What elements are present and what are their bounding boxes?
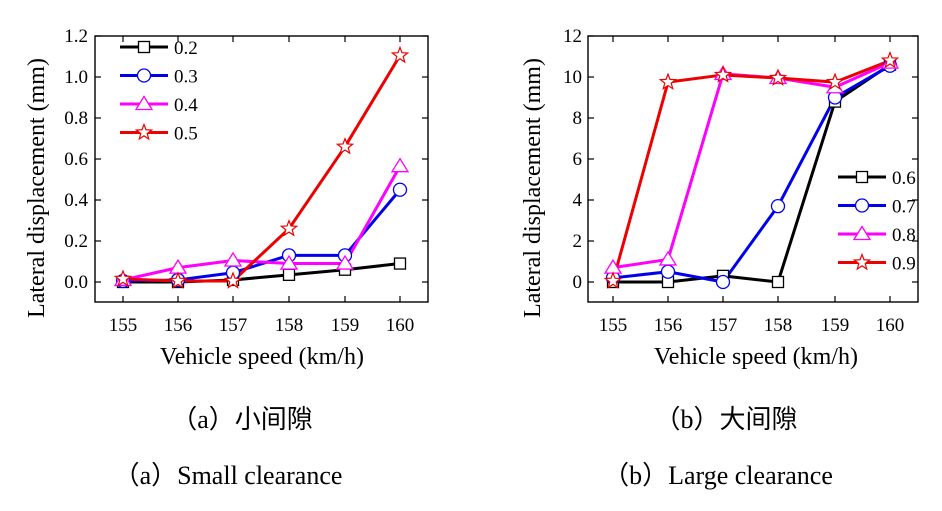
caption-a-cn: （a）小间隙 xyxy=(171,405,313,434)
y-tick-label: 12 xyxy=(563,26,582,47)
legend-marker xyxy=(852,225,872,241)
x-tick-label: 159 xyxy=(821,315,850,336)
x-tick-label: 156 xyxy=(654,315,683,336)
x-tick-label: 159 xyxy=(331,315,360,336)
legend-marker xyxy=(137,40,151,54)
data-point-0.5 xyxy=(279,219,299,237)
y-axis-label: Lateral displacement (mm) xyxy=(520,58,546,318)
y-tick-label: 4 xyxy=(573,190,583,211)
data-point-0.3 xyxy=(392,182,408,197)
y-tick-label: 2 xyxy=(573,231,583,252)
data-point-0.9 xyxy=(658,72,678,90)
x-tick-label: 155 xyxy=(599,315,628,336)
legend: 0.2 0.3 0.4 0.5 xyxy=(120,38,198,145)
data-point-0.5 xyxy=(113,269,133,287)
caption-a-en: （a）Small clearance xyxy=(114,461,343,490)
x-tick-label: 160 xyxy=(876,315,905,336)
y-tick-label: 0.2 xyxy=(64,231,88,252)
y-tick-label: 0.0 xyxy=(64,272,88,293)
data-point-0.7 xyxy=(770,198,786,214)
x-axis-label: Vehicle speed (km/h) xyxy=(654,344,858,370)
legend-label: 0.9 xyxy=(892,254,916,275)
x-tick-label: 156 xyxy=(164,315,193,336)
data-point-0.2 xyxy=(393,257,407,270)
data-point-0.9 xyxy=(880,50,900,69)
plot-frame xyxy=(587,35,919,303)
x-tick-label: 157 xyxy=(219,315,248,336)
data-point-0.5 xyxy=(168,271,188,289)
y-tick-label: 0.8 xyxy=(64,108,88,129)
x-tick-label: 155 xyxy=(109,315,138,336)
caption-b-cn: （b）大间隙 xyxy=(654,405,797,434)
legend-marker xyxy=(855,170,869,184)
data-point-0.9 xyxy=(713,65,733,83)
x-tick-label: 157 xyxy=(709,315,738,336)
y-tick-label: 6 xyxy=(573,149,583,170)
legend-marker xyxy=(136,68,152,83)
y-tick-label: 1.2 xyxy=(64,26,88,47)
y-axis-label: Lateral displacement (mm) xyxy=(24,58,50,318)
legend-label: 0.4 xyxy=(174,95,198,116)
legend-label: 0.3 xyxy=(174,67,198,88)
legend-label: 0.8 xyxy=(892,225,916,246)
y-tick-label: 1.0 xyxy=(64,67,88,88)
data-point-0.6 xyxy=(771,275,785,289)
legend-label: 0.5 xyxy=(174,124,198,145)
data-point-0.2 xyxy=(282,268,296,281)
data-point-0.5 xyxy=(390,45,410,64)
data-point-0.4 xyxy=(335,254,355,270)
data-point-0.8 xyxy=(658,250,678,266)
chart-panel-small-clearance: 0.0 0.2 0.4 0.6 0.8 1.0 1.2 155 156 157 158 159 160 V… xyxy=(24,26,429,370)
data-point-0.7 xyxy=(660,264,676,279)
data-point-0.9 xyxy=(768,68,788,86)
series-line-0.6 xyxy=(613,63,891,284)
y-tick-label: 0.6 xyxy=(64,149,88,170)
series-line-0.5 xyxy=(122,54,402,283)
x-axis-label: Vehicle speed (km/h) xyxy=(160,344,364,370)
y-tick-label: 0.4 xyxy=(64,190,88,211)
series-line-0.4 xyxy=(122,165,402,282)
y-tick-label: 8 xyxy=(573,108,583,129)
y-tick-label: 0 xyxy=(573,272,583,293)
legend-label: 0.6 xyxy=(892,168,916,189)
legend-marker xyxy=(852,252,872,271)
legend-marker xyxy=(134,95,154,111)
legend: 0.6 0.7 0.8 0.9 xyxy=(838,168,916,275)
data-point-0.5 xyxy=(223,271,243,289)
x-tick-label: 158 xyxy=(764,315,793,336)
series-line-0.9 xyxy=(611,59,891,282)
x-tick-label: 160 xyxy=(386,315,415,336)
plot-frame xyxy=(94,35,429,303)
legend-marker xyxy=(854,198,870,213)
data-point-0.9 xyxy=(825,72,845,90)
x-tick-label: 158 xyxy=(275,315,304,336)
data-point-0.7 xyxy=(715,274,731,290)
data-point-0.4 xyxy=(279,254,299,270)
data-point-0.4 xyxy=(390,157,410,173)
chart-panel-large-clearance: 0 2 4 6 8 10 12 155 156 157 158 159 160 Vehicle speed… xyxy=(520,26,919,370)
legend-label: 0.7 xyxy=(892,197,916,218)
caption-b-en: （b）Large clearance xyxy=(603,461,833,490)
y-tick-label: 10 xyxy=(563,67,582,88)
legend-marker xyxy=(134,122,154,141)
series-line-0.7 xyxy=(612,64,891,284)
data-point-0.9 xyxy=(603,271,623,289)
data-point-0.5 xyxy=(335,137,355,155)
data-point-0.4 xyxy=(223,251,243,267)
legend-label: 0.2 xyxy=(174,38,198,59)
